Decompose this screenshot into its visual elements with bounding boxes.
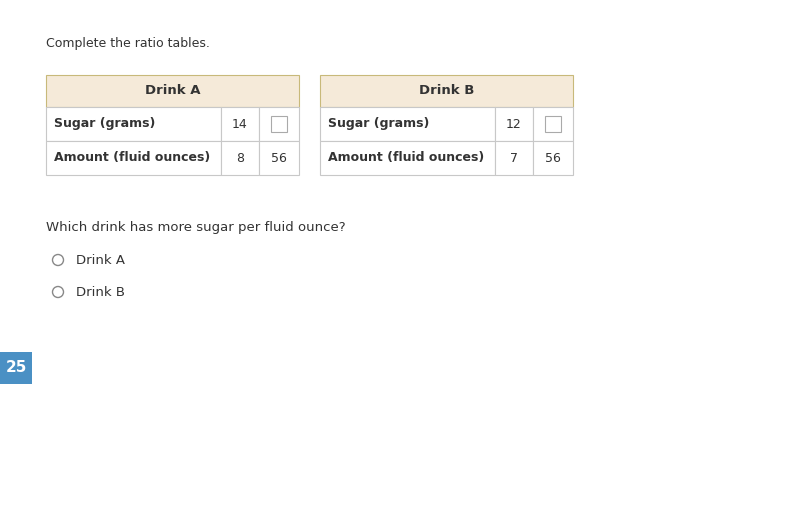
Bar xyxy=(495,107,533,141)
Bar xyxy=(271,116,287,132)
Bar xyxy=(533,141,573,175)
Bar xyxy=(46,141,221,175)
Text: Drink A: Drink A xyxy=(76,253,125,266)
Bar xyxy=(545,116,561,132)
Text: Amount (fluid ounces): Amount (fluid ounces) xyxy=(54,151,210,164)
Bar xyxy=(259,141,299,175)
Text: 7: 7 xyxy=(510,151,518,164)
Bar xyxy=(221,107,259,141)
Bar xyxy=(259,107,299,141)
Bar xyxy=(46,75,299,107)
Text: Drink B: Drink B xyxy=(76,285,125,298)
Bar xyxy=(320,141,495,175)
Bar xyxy=(46,107,221,141)
Text: Drink B: Drink B xyxy=(419,84,474,98)
Text: Drink A: Drink A xyxy=(145,84,200,98)
Text: 56: 56 xyxy=(545,151,561,164)
Text: 12: 12 xyxy=(506,117,522,130)
Bar xyxy=(221,141,259,175)
Text: Sugar (grams): Sugar (grams) xyxy=(54,117,155,130)
Text: Complete the ratio tables.: Complete the ratio tables. xyxy=(46,37,210,50)
Bar xyxy=(533,107,573,141)
Text: Which drink has more sugar per fluid ounce?: Which drink has more sugar per fluid oun… xyxy=(46,221,346,235)
Bar xyxy=(495,141,533,175)
Bar xyxy=(0,352,32,384)
Text: Sugar (grams): Sugar (grams) xyxy=(328,117,430,130)
Text: 14: 14 xyxy=(232,117,248,130)
Text: 8: 8 xyxy=(236,151,244,164)
Text: 25: 25 xyxy=(6,360,26,375)
Text: 56: 56 xyxy=(271,151,287,164)
Bar xyxy=(320,75,573,107)
Bar xyxy=(320,107,495,141)
Text: Amount (fluid ounces): Amount (fluid ounces) xyxy=(328,151,484,164)
